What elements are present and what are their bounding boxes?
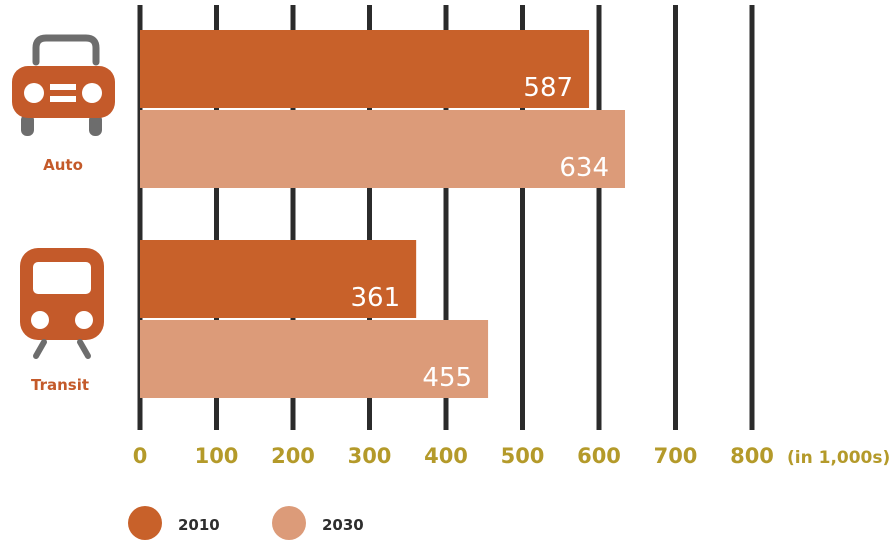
x-tick-label-500: 500: [501, 444, 545, 468]
x-tick-label-100: 100: [195, 444, 239, 468]
bar-transit-2010: [140, 240, 417, 318]
bar-transit-2030: [140, 320, 489, 398]
legend: 2010 2030: [128, 506, 364, 540]
data-labels: 587 634 361 455: [351, 73, 609, 393]
x-axis-unit-label: (in 1,000s): [787, 448, 890, 468]
legend-swatch-2010: [128, 506, 162, 540]
x-tick-label-0: 0: [133, 444, 148, 468]
x-tick-label-800: 800: [730, 444, 774, 468]
x-tick-label-700: 700: [654, 444, 698, 468]
x-tick-label-600: 600: [577, 444, 621, 468]
x-axis-ticks: 0 100 200 300 400 500 600 700 800: [133, 444, 774, 468]
category-label-transit: Transit: [31, 376, 89, 394]
category-label-auto: Auto: [43, 156, 83, 174]
legend-swatch-2030: [272, 506, 306, 540]
data-label-auto-2030: 634: [559, 153, 609, 183]
data-label-auto-2010: 587: [523, 73, 573, 103]
train-icon: [20, 248, 104, 359]
car-icon: [12, 34, 115, 136]
x-tick-label-400: 400: [424, 444, 468, 468]
x-tick-label-300: 300: [348, 444, 392, 468]
data-label-transit-2010: 361: [351, 283, 401, 313]
legend-label-2030: 2030: [322, 516, 364, 534]
bar-auto-2010: [140, 30, 590, 108]
x-tick-label-200: 200: [271, 444, 315, 468]
bars: [140, 30, 626, 398]
bar-auto-2030: [140, 110, 626, 188]
legend-label-2010: 2010: [178, 516, 220, 534]
data-label-transit-2030: 455: [422, 363, 472, 393]
